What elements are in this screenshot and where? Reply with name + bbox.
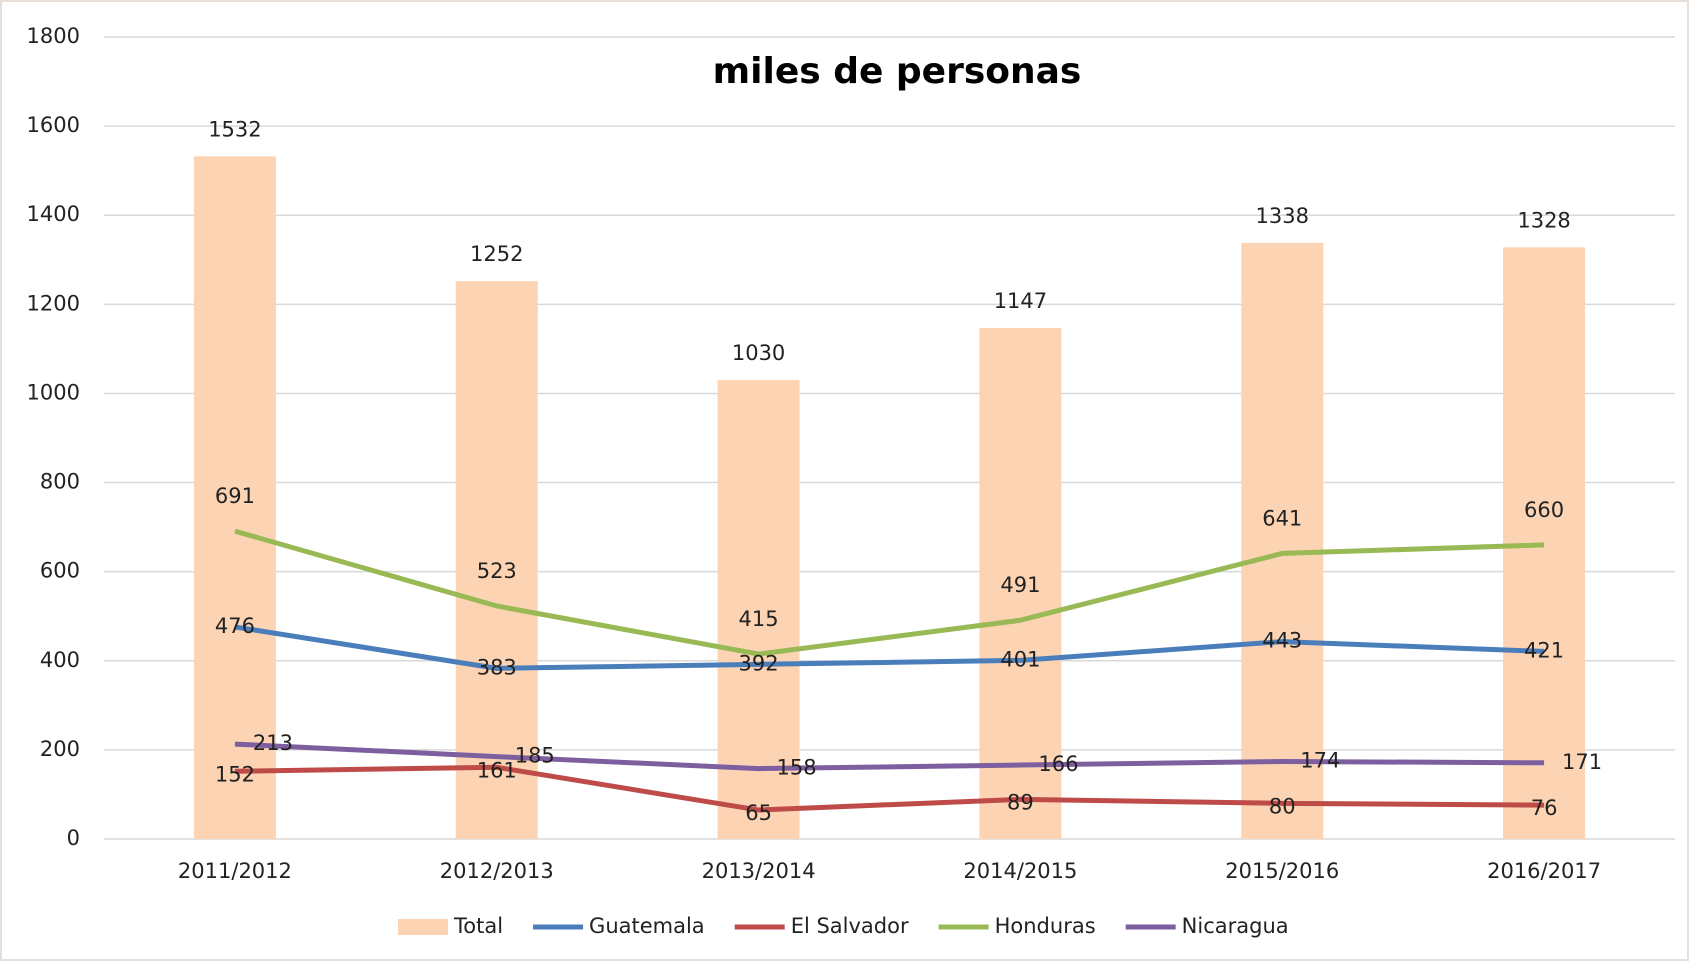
bar — [455, 281, 538, 840]
line-series — [234, 764, 1545, 813]
x-tick-label: 2011/2012 — [178, 859, 292, 883]
data-label: 89 — [1007, 790, 1034, 814]
x-tick-label: 2013/2014 — [702, 859, 816, 883]
bar — [1241, 242, 1324, 839]
bar — [1503, 247, 1586, 839]
data-label: 491 — [1000, 573, 1040, 597]
data-label: 415 — [739, 607, 779, 631]
legend-label: Guatemala — [589, 914, 705, 938]
data-label: 401 — [1000, 647, 1040, 671]
data-label: 523 — [477, 559, 517, 583]
legend-label: Nicaragua — [1182, 914, 1289, 938]
y-tick-label: 0 — [67, 826, 80, 850]
y-tick-label: 1800 — [27, 24, 80, 48]
x-tick-label: 2014/2015 — [963, 859, 1077, 883]
data-label: 152 — [215, 762, 255, 786]
y-tick-label: 800 — [40, 470, 80, 494]
x-tick-label: 2016/2017 — [1487, 859, 1601, 883]
chart-title: miles de personas — [713, 51, 1082, 92]
data-label: 1147 — [994, 289, 1047, 313]
legend-swatch — [398, 919, 448, 935]
line-series — [234, 624, 1545, 671]
y-tick-label: 200 — [40, 737, 80, 761]
data-label: 171 — [1562, 750, 1602, 774]
data-label: 76 — [1531, 796, 1558, 820]
data-label: 166 — [1038, 752, 1078, 776]
data-label: 185 — [515, 744, 555, 768]
data-label: 660 — [1524, 498, 1564, 522]
legend-label: Total — [453, 914, 503, 938]
y-tick-label: 1200 — [27, 291, 80, 315]
data-label: 641 — [1262, 506, 1302, 530]
line-series — [234, 528, 1545, 657]
data-label: 1328 — [1517, 208, 1570, 232]
bar — [193, 156, 276, 840]
data-label: 421 — [1524, 638, 1564, 662]
data-label: 383 — [477, 655, 517, 679]
data-label: 691 — [215, 484, 255, 508]
y-tick-label: 600 — [40, 559, 80, 583]
data-label: 158 — [777, 756, 817, 780]
x-tick-label: 2015/2016 — [1225, 859, 1339, 883]
legend-label: Honduras — [995, 914, 1096, 938]
data-label: 1030 — [732, 341, 785, 365]
data-label: 443 — [1262, 629, 1302, 653]
data-label: 392 — [739, 651, 779, 675]
y-tick-label: 1400 — [27, 202, 80, 226]
x-tick-label: 2012/2013 — [440, 859, 554, 883]
bar — [979, 327, 1062, 839]
line-series — [234, 741, 1545, 772]
y-tick-label: 400 — [40, 648, 80, 672]
data-label: 213 — [253, 731, 293, 755]
y-tick-label: 1000 — [27, 380, 80, 404]
y-tick-label: 1600 — [27, 113, 80, 137]
legend-label: El Salvador — [791, 914, 909, 938]
bar — [717, 380, 800, 839]
data-label: 1532 — [208, 117, 261, 141]
data-label: 80 — [1269, 794, 1296, 818]
data-label: 476 — [215, 614, 255, 638]
data-label: 161 — [477, 758, 517, 782]
data-label: 1252 — [470, 242, 523, 266]
data-label: 1338 — [1256, 204, 1309, 228]
data-label: 65 — [745, 801, 772, 825]
data-label: 174 — [1300, 748, 1340, 772]
